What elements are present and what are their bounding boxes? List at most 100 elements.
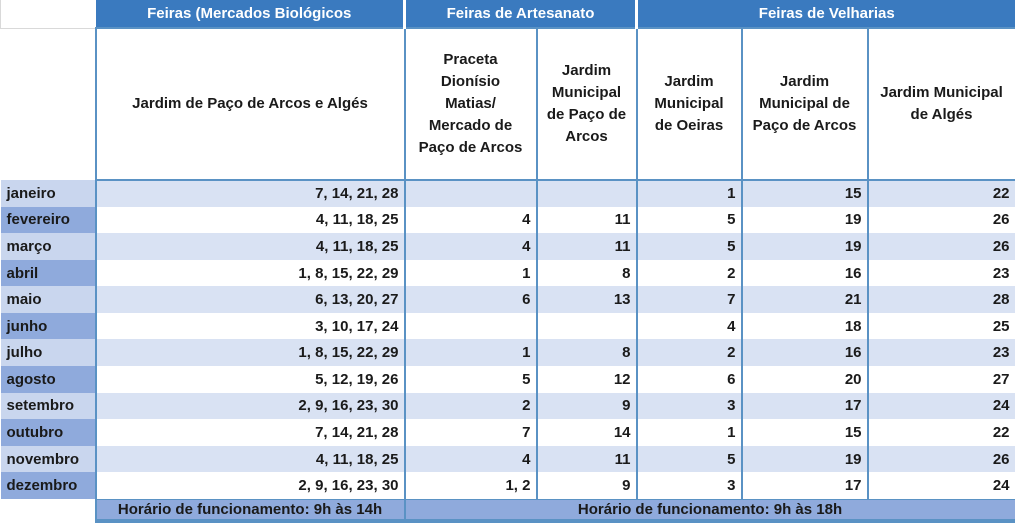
table-row: agosto 5, 12, 19, 26 5 12 6 20 27 bbox=[0, 366, 1015, 393]
schedule-cell: 25 bbox=[866, 312, 1015, 340]
schedule-cell: 4, 11, 18, 25 bbox=[94, 206, 406, 234]
schedule-cell: 21 bbox=[740, 286, 869, 313]
month-label: fevereiro bbox=[0, 206, 96, 234]
month-label: agosto bbox=[0, 366, 96, 393]
schedule-cell: 23 bbox=[866, 339, 1015, 367]
schedule-cell: 22 bbox=[866, 419, 1015, 446]
schedule-cell: 4 bbox=[403, 233, 538, 260]
schedule-cell: 15 bbox=[740, 180, 869, 207]
schedule-cell: 24 bbox=[866, 472, 1015, 499]
schedule-cell: 23 bbox=[866, 259, 1015, 287]
schedule-cell: 5 bbox=[635, 206, 743, 234]
schedule-cell: 13 bbox=[535, 286, 638, 313]
schedule-cell: 9 bbox=[535, 392, 638, 420]
schedule-cell: 11 bbox=[535, 233, 638, 260]
schedule-cell bbox=[535, 180, 638, 207]
schedule-cell: 2, 9, 16, 23, 30 bbox=[94, 392, 406, 420]
schedule-cell: 4, 11, 18, 25 bbox=[94, 233, 406, 260]
table-row: novembro 4, 11, 18, 25 4 11 5 19 26 bbox=[0, 445, 1015, 473]
table-body: janeiro 7, 14, 21, 28 1 15 22 fevereiro … bbox=[0, 180, 1015, 499]
column-header-jardim-municipal-paco-arcos-artesanato: Jardim Municipal de Paço de Arcos bbox=[535, 27, 638, 181]
table-row: março 4, 11, 18, 25 4 11 5 19 26 bbox=[0, 233, 1015, 260]
schedule-cell: 1, 8, 15, 22, 29 bbox=[94, 259, 406, 287]
column-header-praceta-dionisio-matias: Praceta Dionísio Matias/ Mercado de Paço… bbox=[403, 27, 538, 181]
schedule-cell: 2 bbox=[403, 392, 538, 420]
schedule-cell: 3, 10, 17, 24 bbox=[94, 312, 406, 340]
corner-cell bbox=[0, 0, 96, 29]
schedule-cell: 12 bbox=[535, 366, 638, 393]
schedule-cell: 26 bbox=[866, 206, 1015, 234]
schedule-cell: 4 bbox=[635, 312, 743, 340]
month-label: abril bbox=[0, 259, 96, 287]
month-label: julho bbox=[0, 339, 96, 367]
schedule-cell: 7 bbox=[403, 419, 538, 446]
column-header-jardim-municipal-paco-arcos-velharias: Jardim Municipal de Paço de Arcos bbox=[740, 27, 869, 181]
schedule-cell: 6 bbox=[635, 366, 743, 393]
table-row: setembro 2, 9, 16, 23, 30 2 9 3 17 24 bbox=[0, 392, 1015, 420]
schedule-cell: 19 bbox=[740, 445, 869, 473]
schedule-cell: 8 bbox=[535, 339, 638, 367]
schedule-cell: 4 bbox=[403, 445, 538, 473]
schedule-cell: 7, 14, 21, 28 bbox=[94, 180, 406, 207]
schedule-cell: 1, 2 bbox=[403, 472, 538, 499]
schedule-cell: 26 bbox=[866, 445, 1015, 473]
schedule-cell: 17 bbox=[740, 392, 869, 420]
schedule-cell: 11 bbox=[535, 445, 638, 473]
table-row: fevereiro 4, 11, 18, 25 4 11 5 19 26 bbox=[0, 206, 1015, 234]
schedule-cell: 2, 9, 16, 23, 30 bbox=[94, 472, 406, 499]
table-row: outubro 7, 14, 21, 28 7 14 1 15 22 bbox=[0, 419, 1015, 446]
schedule-cell: 1, 8, 15, 22, 29 bbox=[94, 339, 406, 367]
footer-row: Horário de funcionamento: 9h às 14h Horá… bbox=[0, 498, 1015, 523]
schedule-cell: 5 bbox=[403, 366, 538, 393]
month-label: setembro bbox=[0, 392, 96, 420]
table-row: maio 6, 13, 20, 27 6 13 7 21 28 bbox=[0, 286, 1015, 313]
schedule-cell: 28 bbox=[866, 286, 1015, 313]
month-label: novembro bbox=[0, 445, 96, 473]
schedule-cell: 20 bbox=[740, 366, 869, 393]
schedule-cell: 8 bbox=[535, 259, 638, 287]
table-row: abril 1, 8, 15, 22, 29 1 8 2 16 23 bbox=[0, 259, 1015, 287]
schedule-cell: 5 bbox=[635, 233, 743, 260]
schedule-cell: 1 bbox=[403, 339, 538, 367]
schedule-cell: 2 bbox=[635, 339, 743, 367]
month-label: janeiro bbox=[0, 180, 96, 207]
column-header-jardim-municipal-oeiras: Jardim Municipal de Oeiras bbox=[635, 27, 743, 181]
group-header-mercados-biologicos: Feiras (Mercados Biológicos bbox=[95, 0, 405, 28]
schedule-cell: 14 bbox=[535, 419, 638, 446]
table-row: dezembro 2, 9, 16, 23, 30 1, 2 9 3 17 24 bbox=[0, 472, 1015, 499]
table-row: janeiro 7, 14, 21, 28 1 15 22 bbox=[0, 180, 1015, 207]
table-row: junho 3, 10, 17, 24 4 18 25 bbox=[0, 312, 1015, 340]
schedule-cell: 1 bbox=[403, 259, 538, 287]
column-header-row: Jardim de Paço de Arcos e Algés Praceta … bbox=[0, 27, 1015, 181]
schedule-cell: 1 bbox=[635, 180, 743, 207]
schedule-cell: 15 bbox=[740, 419, 869, 446]
footer-hours-artesanato-velharias: Horário de funcionamento: 9h às 18h bbox=[403, 498, 1015, 523]
schedule-cell: 1 bbox=[635, 419, 743, 446]
month-column-header bbox=[0, 28, 96, 180]
schedule-cell: 4 bbox=[403, 206, 538, 234]
schedule-cell bbox=[535, 312, 638, 340]
schedule-cell: 6 bbox=[403, 286, 538, 313]
month-label: outubro bbox=[0, 419, 96, 446]
column-header-jardim-municipal-alges: Jardim Municipal de Algés bbox=[866, 27, 1015, 181]
month-label: março bbox=[0, 233, 96, 260]
schedule-cell: 11 bbox=[535, 206, 638, 234]
schedule-cell: 3 bbox=[635, 392, 743, 420]
table-row: julho 1, 8, 15, 22, 29 1 8 2 16 23 bbox=[0, 339, 1015, 367]
schedule-cell bbox=[403, 312, 538, 340]
schedule-cell: 7 bbox=[635, 286, 743, 313]
schedule-cell bbox=[403, 180, 538, 207]
group-header-velharias: Feiras de Velharias bbox=[634, 0, 1015, 28]
schedule-cell: 16 bbox=[740, 259, 869, 287]
schedule-cell: 27 bbox=[866, 366, 1015, 393]
footer-empty-cell bbox=[0, 499, 96, 521]
month-label: dezembro bbox=[0, 472, 96, 499]
schedule-cell: 3 bbox=[635, 472, 743, 499]
schedule-cell: 5, 12, 19, 26 bbox=[94, 366, 406, 393]
group-header-artesanato: Feiras de Artesanato bbox=[403, 0, 637, 28]
month-label: junho bbox=[0, 312, 96, 340]
schedule-cell: 18 bbox=[740, 312, 869, 340]
schedule-cell: 4, 11, 18, 25 bbox=[94, 445, 406, 473]
schedule-cell: 17 bbox=[740, 472, 869, 499]
